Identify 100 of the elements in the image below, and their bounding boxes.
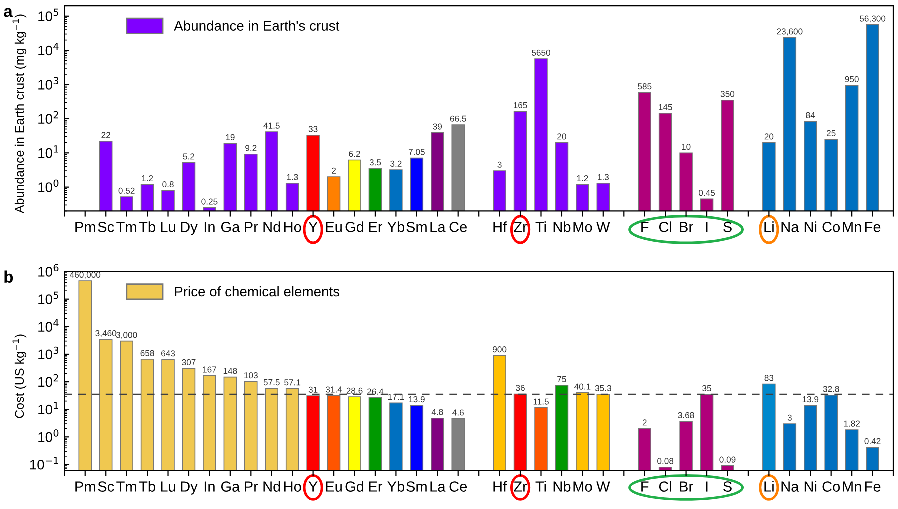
x-tick-label: Ti [536, 222, 546, 232]
x-tick-label: Zr [514, 222, 528, 232]
legend-label: Abundance in Earth's crust [174, 20, 340, 31]
y-tick-label: 10$^{0}$ [38, 180, 59, 192]
data-label: 658 [140, 350, 154, 356]
data-label: 10 [682, 144, 691, 150]
data-label: 3.68 [678, 412, 694, 418]
x-tick-label: Sm [406, 222, 427, 232]
data-label: 0.09 [720, 456, 736, 463]
y-tick-label: 10$^{3}$ [38, 346, 59, 360]
data-label: 643 [162, 350, 176, 357]
x-tick-label: Eu [326, 222, 342, 232]
x-tick-label: Ni [804, 222, 817, 232]
data-label: 5.2 [183, 154, 195, 160]
data-label: 22 [102, 132, 110, 138]
y-axis-title: Abundance in Earth crust (mg kg$^{−1}$) [12, 14, 27, 214]
x-tick-label: Nb [554, 222, 571, 232]
data-label: 0.42 [864, 438, 881, 444]
y-tick-label: 10$^{2}$ [38, 111, 58, 124]
data-label: 9.2 [246, 145, 257, 152]
data-label: 7.05 [408, 149, 425, 156]
data-label: 1.2 [577, 175, 588, 182]
y-tick-label: 10$^{5}$ [38, 8, 58, 22]
x-tick-label: Pr [245, 222, 258, 232]
data-label: 2 [332, 168, 336, 174]
x-tick-label: Li [764, 481, 774, 492]
data-label: 39 [433, 124, 442, 130]
x-tick-label: Yb [388, 222, 405, 232]
data-label: 31.4 [326, 386, 342, 393]
x-tick-label: Sm [406, 482, 427, 492]
data-label: 25 [826, 130, 836, 136]
x-tick-label: Tb [139, 222, 156, 232]
x-tick-label: Tm [116, 482, 136, 492]
data-label: 3 [498, 162, 502, 168]
data-label: 56,300 [860, 16, 886, 23]
data-label: 17.1 [388, 394, 404, 400]
x-tick-label: Nb [554, 481, 571, 492]
x-tick-label: Ti [536, 481, 546, 492]
data-label: 1.82 [844, 420, 860, 427]
x-tick-label: I [706, 222, 708, 232]
y-tick-label: 10$^{3}$ [38, 77, 59, 90]
x-tick-label: Tm [116, 222, 136, 232]
data-label: 5650 [532, 50, 550, 56]
x-tick-label: Cl [659, 481, 672, 492]
data-label: 165 [514, 102, 528, 108]
x-tick-label: Br [680, 482, 694, 492]
data-label: 20 [558, 134, 566, 140]
data-label: 460,000 [70, 272, 101, 280]
data-label: 167 [203, 366, 216, 373]
data-label: 0.45 [698, 190, 716, 196]
x-tick-label: Gd [346, 222, 364, 232]
text: b [4, 270, 14, 284]
x-tick-label: Eu [326, 482, 342, 492]
x-tick-label: S [724, 222, 732, 232]
x-tick-label: F [642, 222, 649, 232]
data-label: 35.3 [595, 385, 612, 392]
data-label: 3.5 [370, 160, 382, 166]
x-tick-label: Dy [181, 222, 198, 236]
data-label: 40.1 [574, 384, 591, 390]
data-label: 35 [702, 385, 712, 392]
legend-label: Price of chemical elements [175, 286, 340, 297]
data-label: 148 [224, 368, 238, 374]
x-tick-label: Pm [76, 222, 96, 232]
x-tick-label: Mn [843, 222, 862, 232]
data-label: 26.4 [368, 388, 384, 395]
data-label: 33 [308, 126, 318, 132]
y-axis-title: Cost (US kg$^{−1}$) [12, 334, 27, 418]
data-label: 2 [642, 420, 647, 426]
x-tick-label: Zr [514, 482, 528, 492]
x-tick-label: Ga [221, 222, 240, 232]
data-label: 41.5 [264, 122, 280, 129]
data-label: 0.08 [658, 458, 674, 464]
data-label: 0.8 [162, 181, 174, 188]
data-label: 11.5 [534, 398, 549, 405]
text: a [4, 8, 13, 18]
x-tick-label: Lu [161, 482, 176, 492]
x-tick-label: Co [822, 222, 840, 232]
x-tick-label: Sc [98, 222, 114, 232]
x-tick-label: In [204, 222, 215, 232]
data-label: 6.2 [349, 151, 360, 158]
x-tick-label: Gd [346, 481, 364, 492]
data-label: 4.8 [432, 409, 444, 416]
data-label: 66.5 [450, 116, 466, 122]
data-label: 3 [788, 414, 792, 421]
x-tick-label: La [430, 222, 446, 232]
data-label: 75 [558, 376, 566, 382]
x-tick-label: Y [308, 482, 318, 492]
data-label: 145 [659, 104, 672, 110]
x-tick-label: Dy [181, 482, 198, 495]
data-label: 32.8 [823, 386, 840, 392]
x-tick-label: Pr [245, 482, 258, 492]
y-tick-label: 10$^{−1}$ [30, 457, 58, 470]
y-tick-label: 10$^{6}$ [38, 264, 59, 277]
x-tick-label: F [642, 482, 649, 492]
x-tick-label: Lu [161, 222, 176, 232]
x-tick-label: Mo [574, 222, 592, 232]
x-tick-label: Hf [494, 222, 508, 232]
data-label: 3,000 [116, 332, 138, 340]
y-tick-label: 10$^{1}$ [38, 146, 58, 158]
data-label: 20 [764, 134, 774, 140]
